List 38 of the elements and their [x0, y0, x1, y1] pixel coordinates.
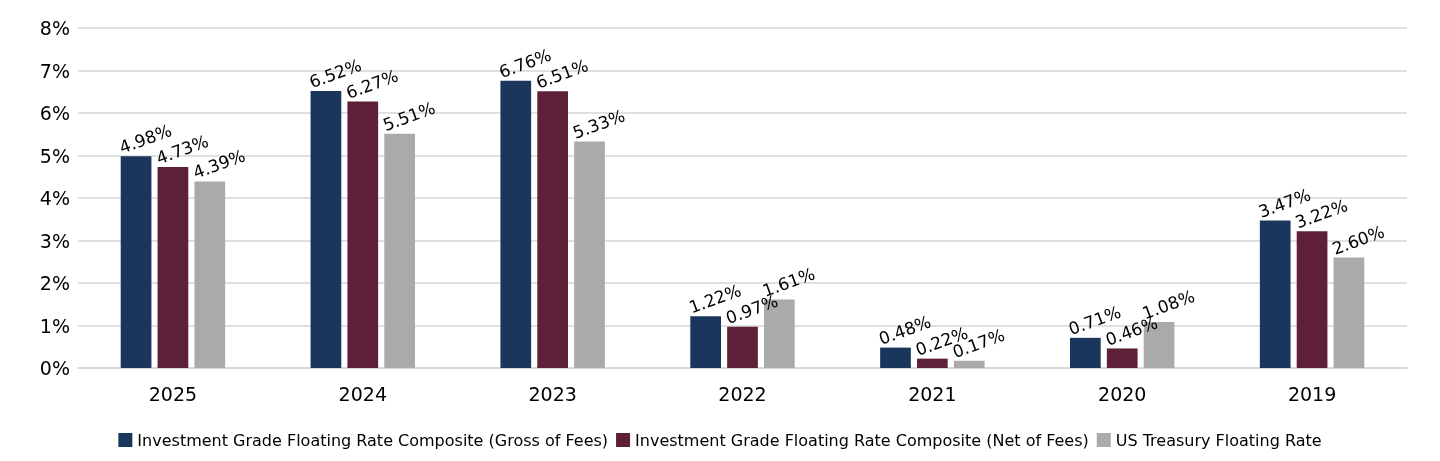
x-tick-label: 2019	[1287, 382, 1337, 405]
bar	[880, 347, 911, 368]
bar	[1296, 231, 1328, 368]
x-tick-label: 2022	[718, 382, 767, 405]
bar	[194, 181, 226, 368]
legend-label: Investment Grade Floating Rate Composite (Gross of Fees)	[137, 430, 609, 450]
x-tick-label: 2020	[1098, 382, 1147, 405]
bar	[574, 141, 605, 368]
bar	[157, 166, 189, 368]
x-tick-label: 2021	[908, 382, 957, 405]
x-tick-label: 2025	[148, 382, 198, 405]
x-tick-label: 2024	[338, 382, 387, 405]
bar	[384, 133, 415, 368]
y-tick-label: 8%	[39, 17, 70, 39]
bar	[727, 326, 758, 368]
bar	[917, 358, 948, 368]
y-tick-label: 7%	[39, 59, 70, 82]
y-tick-label: 0%	[39, 357, 70, 379]
bar	[500, 80, 532, 368]
bar	[953, 360, 985, 368]
y-tick-label: 4%	[39, 187, 70, 209]
bar	[1070, 337, 1101, 368]
bar	[310, 90, 342, 368]
y-tick-label: 2%	[39, 272, 70, 294]
bar	[347, 101, 379, 368]
bar	[1106, 348, 1138, 368]
bar	[690, 316, 721, 368]
y-tick-label: 5%	[39, 144, 70, 167]
x-tick-label: 2023	[528, 382, 577, 405]
bar	[1333, 257, 1365, 368]
legend-label: US Treasury Floating Rate	[1115, 430, 1322, 450]
bar	[537, 91, 568, 368]
y-tick-label: 3%	[39, 229, 70, 252]
bar	[1259, 220, 1291, 368]
y-tick-label: 1%	[39, 314, 70, 337]
legend-label: Investment Grade Floating Rate Composite (Net of Fees)	[635, 430, 1089, 450]
bar	[120, 156, 152, 368]
y-tick-label: 6%	[39, 102, 70, 124]
